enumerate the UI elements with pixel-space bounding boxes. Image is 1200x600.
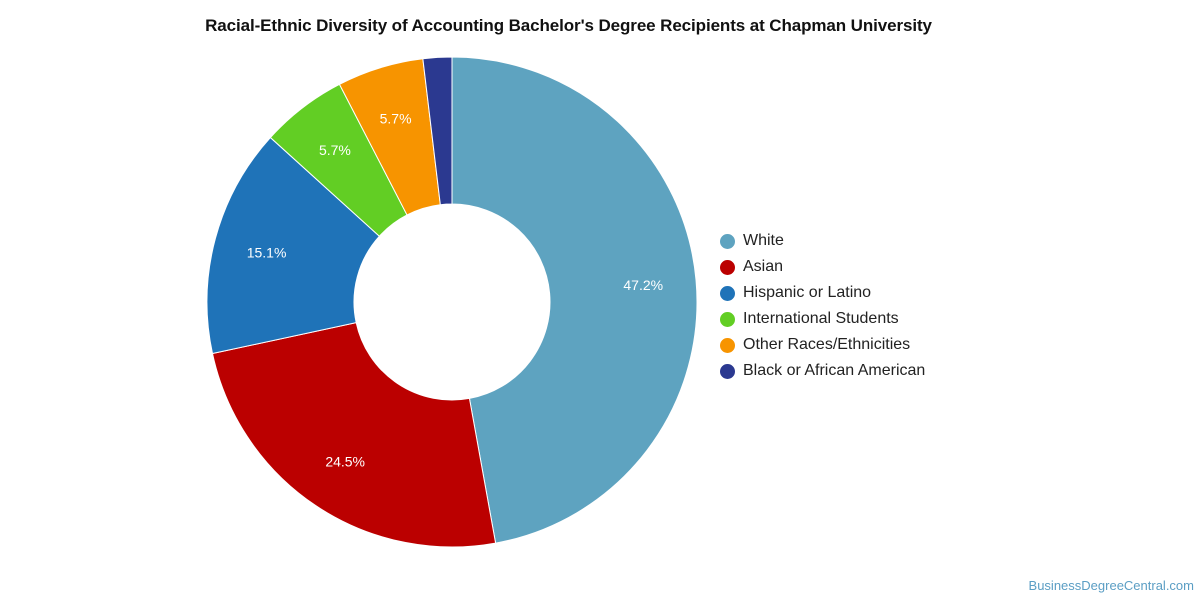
legend-item-2[interactable]: Hispanic or Latino	[720, 280, 925, 306]
legend-item-0[interactable]: White	[720, 228, 925, 254]
legend-label-5: Black or African American	[743, 362, 926, 379]
donut-slice-0[interactable]	[451, 56, 698, 544]
legend-item-4[interactable]: Other Races/Ethnicities	[720, 332, 925, 358]
legend-label-2: Hispanic or Latino	[743, 284, 872, 301]
slice-label-4: 5.7%	[380, 110, 412, 126]
legend-label-1: Asian	[743, 258, 784, 275]
legend-swatch-4	[720, 337, 735, 353]
chart-legend: White Asian Hispanic or Latino Internationa…	[720, 228, 925, 384]
chart-title: Racial-Ethnic Diversity of Accounting Ba…	[205, 16, 932, 35]
legend-item-5[interactable]: Black or African American	[720, 358, 925, 384]
legend-swatch-2	[720, 285, 735, 301]
slice-label-2: 15.1%	[247, 244, 287, 260]
slice-label-3: 5.7%	[319, 142, 351, 158]
legend-item-1[interactable]: Asian	[720, 254, 925, 280]
legend-label-0: White	[743, 232, 784, 249]
slice-label-1: 24.5%	[325, 454, 365, 470]
legend-swatch-3	[720, 311, 735, 327]
source-credit[interactable]: BusinessDegreeCentral.com	[1028, 578, 1194, 593]
donut-slice-1[interactable]	[211, 322, 497, 548]
legend-label-3: International Students	[743, 310, 899, 327]
legend-swatch-0	[720, 233, 735, 249]
legend-label-4: Other Races/Ethnicities	[743, 336, 911, 353]
legend-item-3[interactable]: International Students	[720, 306, 925, 332]
legend-swatch-1	[720, 259, 735, 275]
legend-swatch-5	[720, 363, 735, 379]
donut-slice-5[interactable]	[422, 56, 453, 206]
donut-slice-2[interactable]	[206, 136, 381, 355]
slice-label-0: 47.2%	[623, 277, 663, 293]
